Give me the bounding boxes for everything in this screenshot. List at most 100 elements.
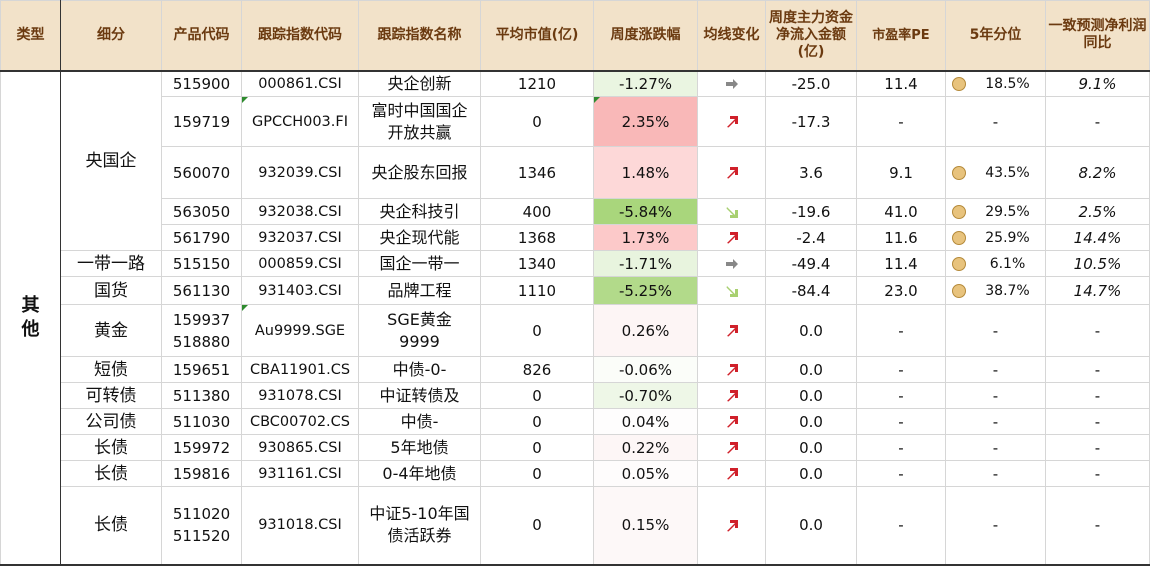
weekly-change: 0.15%	[593, 486, 698, 565]
capital-inflow: 0.0	[765, 304, 857, 357]
table-row: 国货 561130 931403.CSI 品牌工程 1110 -5.25% -84.4 23.…	[1, 276, 1150, 305]
index-code: 932038.CSI	[241, 198, 359, 225]
weekly-change: -0.70%	[593, 382, 698, 409]
weekly-change: 1.73%	[593, 224, 698, 251]
profit-growth: 8.2%	[1045, 146, 1150, 199]
index-code: 000859.CSI	[241, 250, 359, 277]
product-code-2: 511520	[172, 527, 231, 546]
circle-dot-icon	[952, 165, 966, 180]
avg-market-cap: 1210	[480, 70, 594, 97]
sub-category-cell: 黄金	[60, 304, 162, 357]
capital-inflow: -49.4	[765, 250, 857, 277]
index-code: 931161.CSI	[241, 460, 359, 487]
percentile-value: -	[945, 382, 1046, 409]
product-code: 511020	[172, 505, 231, 524]
pe-ratio: -	[856, 382, 946, 409]
circle-dot-icon	[952, 230, 966, 245]
table-row: 短债 159651 CBA11901.CS 中债-0- 826 -0.06% 0.0- - -	[1, 356, 1150, 383]
product-code: 159719	[161, 96, 242, 147]
avg-market-cap: 0	[480, 486, 594, 565]
profit-growth: -	[1045, 304, 1150, 357]
code-cell: 511020 511520	[161, 486, 242, 565]
header-flow: 周度主力资金净流入金额(亿)	[765, 0, 857, 72]
weekly-change: 0.04%	[593, 408, 698, 435]
header-row: 类型 细分 产品代码 跟踪指数代码 跟踪指数名称 平均市值(亿) 周度涨跌幅 均…	[0, 0, 1150, 72]
percentile-value: 25.9%	[985, 229, 1030, 246]
arrow-up-right-icon	[697, 146, 766, 199]
capital-inflow: -19.6	[765, 198, 857, 225]
arrow-right-icon	[697, 70, 766, 97]
table-row: 561790 932037.CSI 央企现代能 1368 1.73% -2.4 11.6 25…	[1, 224, 1150, 251]
percentile-cell: 43.5%	[945, 146, 1046, 199]
percentile-cell: 38.7%	[945, 276, 1046, 305]
table-row: 公司债 511030 CBC00702.CS 中债- 0 0.04% 0.0- - -	[1, 408, 1150, 435]
sub-category-cell: 可转债	[60, 382, 162, 409]
table-row: 159719 GPCCH003.FI 富时中国国企开放共赢 0 2.35% -17.3- -…	[1, 96, 1150, 147]
profit-growth: -	[1045, 460, 1150, 487]
percentile-value: 38.7%	[985, 282, 1030, 299]
profit-growth: -	[1045, 434, 1150, 461]
sub-category-cell: 长债	[60, 460, 162, 487]
capital-inflow: 0.0	[765, 486, 857, 565]
index-code: 931078.CSI	[241, 382, 359, 409]
product-code: 563050	[161, 198, 242, 225]
profit-growth: -	[1045, 356, 1150, 383]
header-ma: 均线变化	[697, 0, 766, 72]
product-code: 159816	[161, 460, 242, 487]
sub-category-cell: 央国企	[60, 70, 162, 251]
profit-growth: 14.4%	[1045, 224, 1150, 251]
arrow-up-right-icon	[697, 304, 766, 357]
avg-market-cap: 0	[480, 382, 594, 409]
table-row: 560070 932039.CSI 央企股东回报 1346 1.48% 3.6 9.1 43.…	[1, 146, 1150, 199]
index-name: 5年地债	[358, 434, 481, 461]
index-code: Au9999.SGE	[241, 304, 359, 357]
index-name: 中证转债及	[358, 382, 481, 409]
avg-market-cap: 0	[480, 96, 594, 147]
pe-ratio: -	[856, 304, 946, 357]
sub-category-cell: 一带一路	[60, 250, 162, 277]
weekly-change: 0.05%	[593, 460, 698, 487]
sub-category-cell: 国货	[60, 276, 162, 305]
index-code: 931018.CSI	[241, 486, 359, 565]
capital-inflow: 0.0	[765, 460, 857, 487]
percentile-value: -	[945, 408, 1046, 435]
circle-dot-icon	[952, 204, 966, 219]
pe-ratio: -	[856, 434, 946, 461]
header-profit: 一致预测净利润同比	[1045, 0, 1150, 72]
pe-ratio: -	[856, 460, 946, 487]
arrow-down-right-icon	[697, 198, 766, 225]
percentile-value: -	[945, 434, 1046, 461]
avg-market-cap: 1110	[480, 276, 594, 305]
circle-dot-icon	[952, 283, 966, 298]
capital-inflow: 0.0	[765, 434, 857, 461]
circle-dot-icon	[952, 256, 966, 271]
sub-category-cell: 公司债	[60, 408, 162, 435]
avg-market-cap: 1346	[480, 146, 594, 199]
index-name: 中债-0-	[358, 356, 481, 383]
index-name: 国企一带一	[358, 250, 481, 277]
profit-growth: -	[1045, 96, 1150, 147]
index-code: GPCCH003.FI	[241, 96, 359, 147]
index-name: 央企现代能	[358, 224, 481, 251]
index-name: 央企科技引	[358, 198, 481, 225]
profit-growth: -	[1045, 408, 1150, 435]
table-body: 其他 央国企 515900 000861.CSI 央企创新 1210 -1.27% -25.0…	[0, 70, 1150, 565]
header-type: 类型	[0, 0, 61, 72]
arrow-up-right-icon	[697, 408, 766, 435]
index-name: 中证5-10年国债活跃券	[358, 486, 481, 565]
product-code: 515900	[161, 70, 242, 97]
avg-market-cap: 0	[480, 460, 594, 487]
profit-growth: 14.7%	[1045, 276, 1150, 305]
avg-market-cap: 1340	[480, 250, 594, 277]
capital-inflow: 0.0	[765, 382, 857, 409]
capital-inflow: -84.4	[765, 276, 857, 305]
header-idx-code: 跟踪指数代码	[241, 0, 359, 72]
sub-category-cell: 短债	[60, 356, 162, 383]
weekly-change: -1.71%	[593, 250, 698, 277]
avg-market-cap: 0	[480, 408, 594, 435]
weekly-change: -1.27%	[593, 70, 698, 97]
index-code: 932039.CSI	[241, 146, 359, 199]
avg-market-cap: 400	[480, 198, 594, 225]
profit-growth: 2.5%	[1045, 198, 1150, 225]
